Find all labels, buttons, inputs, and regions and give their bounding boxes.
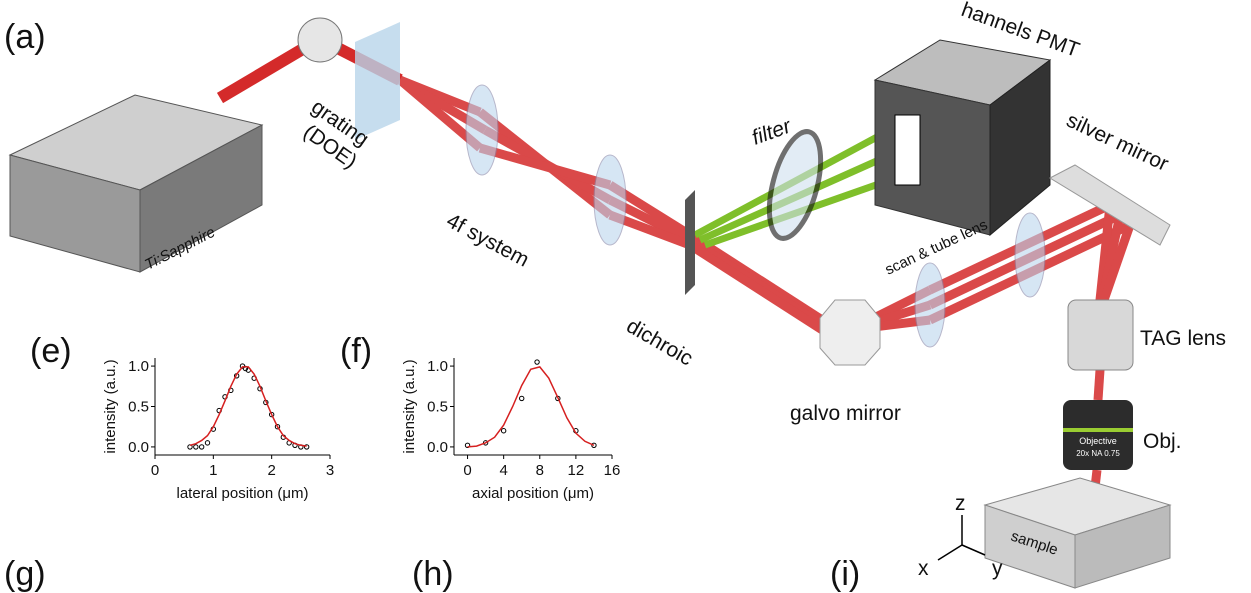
panel-label: (a) <box>4 18 46 56</box>
tag-lens <box>1068 300 1133 370</box>
panel-label: (e) <box>30 332 72 370</box>
grating <box>355 22 400 140</box>
figure: (a) (e) (f) (g) (h) (i) Ti:Sapphire grat… <box>0 0 1251 593</box>
fit-line <box>190 367 307 446</box>
label: Obj. <box>1143 430 1182 453</box>
data-point <box>535 360 539 364</box>
label: galvo mirror <box>790 402 901 425</box>
x-tick-label: 1 <box>209 462 217 479</box>
objective-ring <box>1063 428 1133 432</box>
x-tick-label: 8 <box>536 462 544 479</box>
x-tick-label: 12 <box>568 462 585 479</box>
label: dichroic <box>623 314 697 370</box>
label: 20x NA 0.75 <box>1076 449 1120 458</box>
label: x <box>918 557 929 580</box>
panel-label: (i) <box>830 555 860 593</box>
x-tick-label: 16 <box>604 462 621 479</box>
fit-line <box>468 367 594 447</box>
data-point <box>205 441 209 445</box>
label: 4f system <box>443 209 533 271</box>
y-axis-label: intensity (a.u.) <box>102 359 119 453</box>
x-tick-label: 4 <box>499 462 507 479</box>
label: y <box>992 557 1003 580</box>
panel-label: (f) <box>340 332 372 370</box>
x-axis-label: lateral position (μm) <box>176 485 308 502</box>
axes-icon <box>938 515 985 560</box>
panel-label: (g) <box>4 555 46 593</box>
lens <box>915 263 945 347</box>
y-tick-label: 1.0 <box>128 358 149 375</box>
x-tick-label: 3 <box>326 462 334 479</box>
label: Objective <box>1079 436 1117 446</box>
mirror <box>298 18 342 62</box>
data-point <box>501 429 505 433</box>
dichroic <box>685 190 695 295</box>
y-tick-label: 0.0 <box>128 439 149 456</box>
pmt-front <box>875 80 990 235</box>
objective <box>1063 400 1133 470</box>
data-point <box>520 396 524 400</box>
data-point <box>194 445 198 449</box>
x-axis-label: axial position (μm) <box>472 485 594 502</box>
label: z <box>955 492 966 515</box>
lens <box>594 155 626 245</box>
panel-label: (h) <box>412 555 454 593</box>
lens <box>1015 213 1045 297</box>
galvo <box>820 300 880 365</box>
data-point <box>199 445 203 449</box>
y-tick-label: 1.0 <box>427 358 448 375</box>
label: TAG lens <box>1140 327 1226 350</box>
lens <box>466 85 498 175</box>
y-tick-label: 0.0 <box>427 439 448 456</box>
x-tick-label: 0 <box>151 462 159 479</box>
x-tick-label: 0 <box>463 462 471 479</box>
y-axis-label: intensity (a.u.) <box>401 359 418 453</box>
label: silver mirror <box>1063 109 1172 176</box>
pmt-channels <box>895 115 920 185</box>
x-tick-label: 2 <box>267 462 275 479</box>
y-tick-label: 0.5 <box>427 399 448 416</box>
y-tick-label: 0.5 <box>128 399 149 416</box>
